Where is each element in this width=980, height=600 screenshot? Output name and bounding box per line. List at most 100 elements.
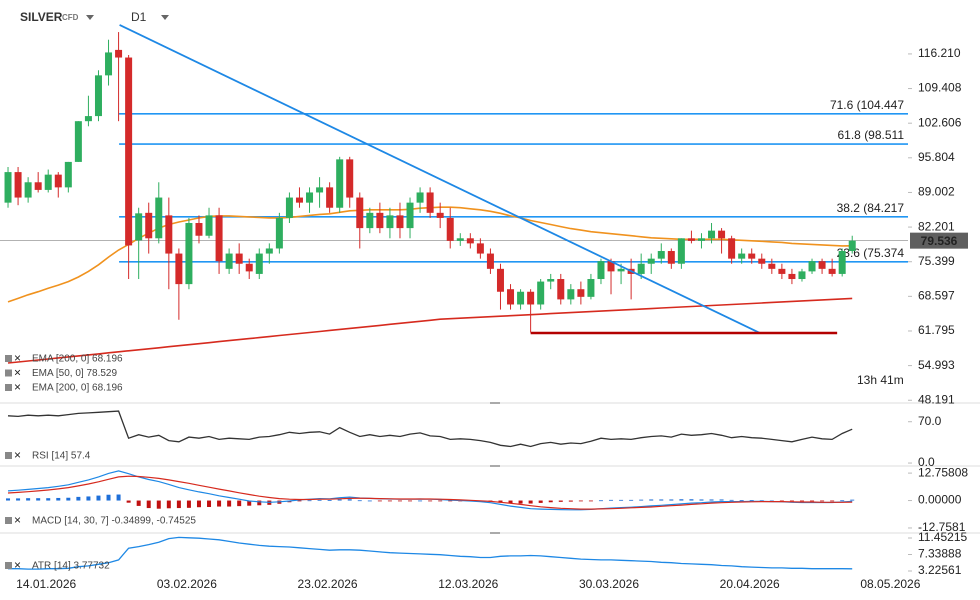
x-tick-label: 20.04.2026 [720, 577, 780, 591]
timeframe[interactable]: D1 [131, 10, 147, 24]
candle-body [667, 251, 675, 264]
symbol-dropdown[interactable] [86, 15, 94, 20]
macd-histogram-bar [16, 498, 21, 501]
macd-histogram-bar [699, 499, 704, 501]
macd-histogram-bar [799, 500, 804, 502]
macd-histogram-bar [227, 500, 232, 507]
macd-histogram-bar [46, 498, 51, 501]
y-tick-label: 70.0 [918, 414, 942, 428]
y-tick-label: 109.408 [918, 81, 962, 95]
candle-body [416, 192, 424, 203]
candle-body [115, 49, 123, 58]
macd-histogram-bar [448, 500, 453, 502]
macd-histogram-bar [66, 497, 71, 501]
candle-body [215, 215, 223, 262]
legend-close[interactable]: × [14, 448, 21, 462]
macd-histogram-bar [86, 496, 91, 501]
candle-body [54, 174, 62, 188]
candle-body [64, 161, 72, 188]
candle-body [718, 230, 726, 239]
candle-body [406, 202, 414, 229]
macd-histogram-bar [709, 499, 714, 501]
candle-body [14, 172, 22, 198]
indicator-label: ATR [14] 3.77732 [32, 561, 110, 572]
candle-body [295, 197, 303, 203]
macd-histogram-bar [568, 500, 573, 502]
macd-histogram-bar [679, 499, 684, 501]
candle-body [677, 238, 685, 264]
candle-body [105, 52, 113, 76]
legend-close[interactable]: × [14, 380, 21, 394]
pane-handle[interactable] [490, 532, 500, 534]
y-tick-label: 11.45215 [918, 530, 967, 544]
candle-body [396, 215, 404, 229]
candle-body [687, 238, 695, 241]
macd-histogram-bar [36, 498, 41, 501]
macd-histogram-bar [729, 499, 734, 501]
macd-histogram-bar [116, 494, 121, 501]
candle-body [346, 159, 354, 198]
macd-histogram-bar [840, 500, 845, 502]
macd-histogram-bar [719, 499, 724, 501]
candle-body [386, 215, 394, 229]
candle-body [708, 230, 716, 239]
candle-body [647, 258, 655, 264]
macd-histogram-bar [779, 500, 784, 502]
x-tick-label: 30.03.2026 [579, 577, 639, 591]
last-price-label: 79.536 [921, 234, 958, 248]
candle-body [235, 253, 243, 264]
macd-histogram-bar [588, 500, 593, 502]
candle-body [527, 291, 535, 305]
legend-close[interactable]: × [14, 351, 21, 365]
legend-icon [5, 517, 12, 524]
candle-body [24, 182, 32, 198]
pane-handle[interactable] [490, 465, 500, 467]
x-tick-label: 08.05.2026 [860, 577, 920, 591]
macd-histogram-bar [257, 500, 262, 506]
pane-handle[interactable] [490, 402, 500, 404]
timeframe-dropdown[interactable] [161, 15, 169, 20]
candle-body [275, 217, 283, 249]
macd-histogram-bar [598, 500, 603, 502]
legend-close[interactable]: × [14, 513, 21, 527]
candle-body [44, 174, 52, 190]
macd-histogram-bar [106, 494, 111, 501]
macd-histogram-bar [327, 500, 332, 501]
macd-histogram-bar [639, 499, 644, 501]
macd-histogram-bar [337, 499, 342, 501]
signal-line [7, 475, 853, 510]
timer: 13h 41m [857, 373, 904, 387]
candle-body [255, 253, 263, 274]
candle-body [758, 258, 766, 264]
symbol[interactable]: SILVER [20, 10, 63, 24]
macd-histogram-bar [136, 500, 141, 506]
x-tick-label: 03.02.2026 [157, 577, 217, 591]
candle-body [94, 75, 102, 117]
candle-body [818, 261, 826, 269]
fib-label: 61.8 (98.511 [838, 128, 905, 142]
macd-histogram-bar [237, 500, 242, 507]
candle-body [828, 268, 836, 274]
macd-histogram-bar [609, 499, 614, 501]
candle-body [637, 263, 645, 274]
macd-histogram-bar [438, 500, 443, 502]
candle-body [778, 268, 786, 274]
y-tick-label: 102.606 [918, 115, 962, 129]
legend-close[interactable]: × [14, 366, 21, 380]
legend-close[interactable]: × [14, 558, 21, 572]
candle-body [376, 212, 384, 229]
fib-label: 23.6 (75.374 [837, 246, 905, 260]
macd-histogram-bar [619, 499, 624, 501]
candle-body [145, 212, 153, 239]
macd-histogram-bar [749, 500, 754, 501]
ema-line [7, 206, 853, 303]
macd-histogram-bar [217, 500, 222, 507]
candle-body [175, 253, 183, 285]
legend-icon [5, 562, 12, 569]
x-tick-label: 23.02.2026 [298, 577, 358, 591]
symbol-type: CFD [62, 13, 79, 22]
macd-histogram-bar [196, 500, 201, 508]
macd-histogram-bar [649, 499, 654, 501]
trendline [119, 24, 761, 334]
candle-body [788, 273, 796, 280]
